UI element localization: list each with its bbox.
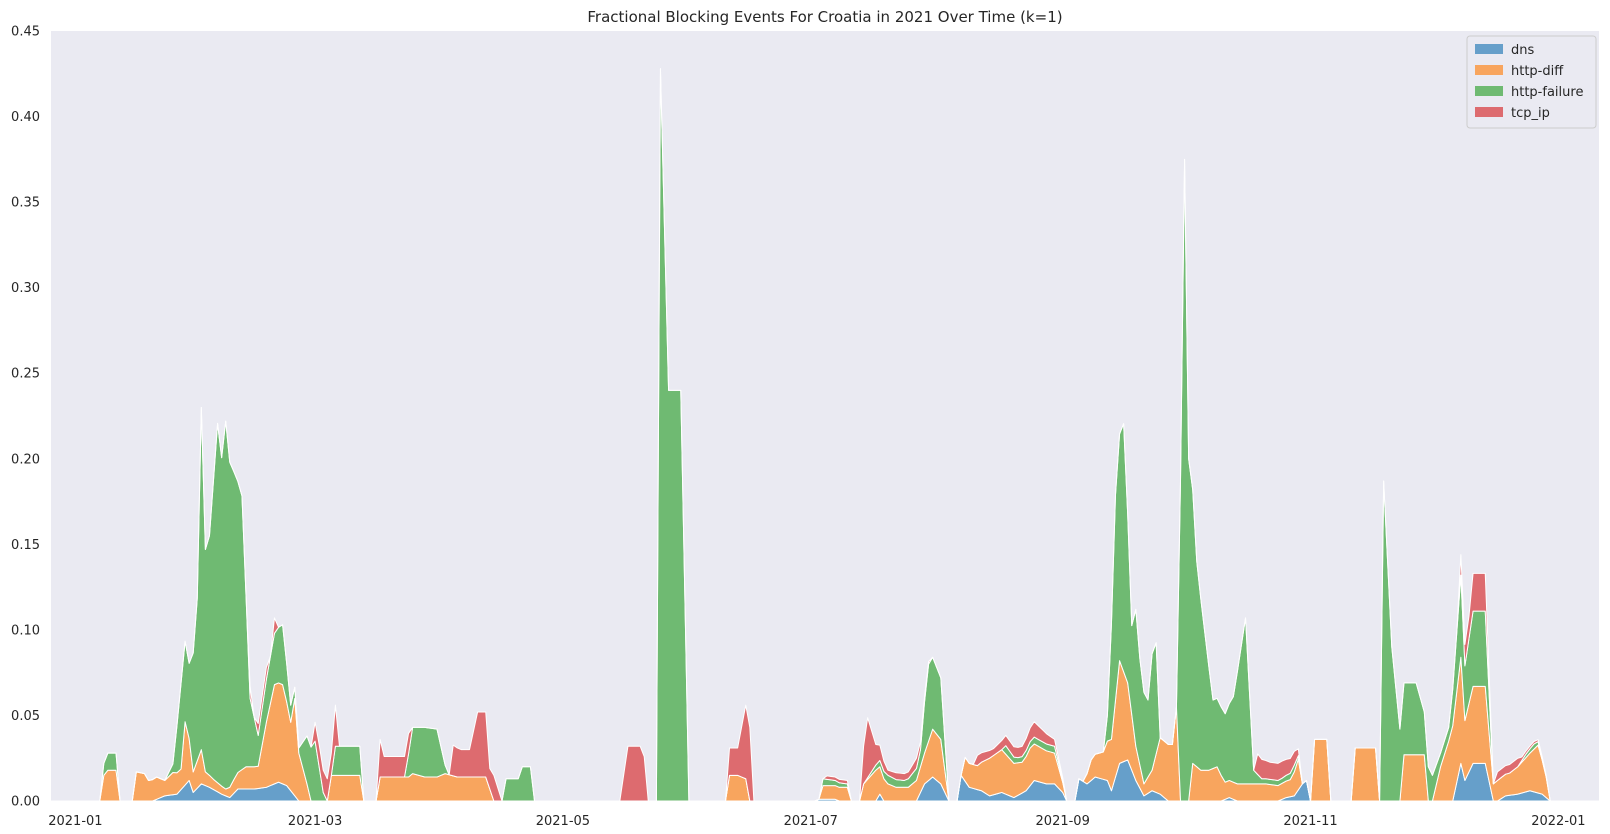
x-tick-label: 2021-07 [784,814,838,829]
legend-swatch-http-diff [1475,65,1503,75]
x-tick-label: 2021-03 [288,814,342,829]
legend-label-http-diff: http-diff [1511,64,1564,79]
y-axis: 0.00 0.05 0.10 0.15 0.20 0.25 0.30 0.35 0.40 0.45 [11,25,40,810]
stacked-areas [50,68,1600,802]
legend-swatch-dns [1475,44,1503,54]
y-tick-label: 0.35 [11,196,40,211]
legend-label-tcp_ip: tcp_ip [1511,106,1550,121]
x-tick-label: 2021-05 [536,814,590,829]
plot-background [51,31,1599,801]
y-tick-label: 0.00 [11,795,40,810]
x-tick-label: 2021-09 [1036,814,1090,829]
y-tick-label: 0.25 [11,367,40,382]
chart-title: Fractional Blocking Events For Croatia i… [587,8,1062,26]
legend-label-dns: dns [1511,43,1534,58]
y-tick-label: 0.45 [11,25,40,40]
legend-label-http-failure: http-failure [1511,85,1583,100]
y-tick-label: 0.40 [11,110,40,125]
y-tick-label: 0.30 [11,281,40,296]
y-tick-label: 0.05 [11,709,40,724]
x-tick-label: 2022-01 [1531,814,1585,829]
legend-box [1466,35,1597,129]
x-tick-label: 2021-01 [48,814,102,829]
legend: dns http-diff http-failure tcp_ip [1466,35,1597,129]
area-tcp_ip [50,68,1600,802]
y-tick-label: 0.10 [11,623,40,638]
legend-swatch-http-failure [1475,86,1503,96]
y-tick-label: 0.20 [11,452,40,467]
legend-swatch-tcp_ip [1475,107,1503,117]
y-tick-label: 0.15 [11,538,40,553]
x-axis: 2021-01 2021-03 2021-05 2021-07 2021-09 2021-… [48,814,1585,829]
x-tick-label: 2021-11 [1283,814,1337,829]
